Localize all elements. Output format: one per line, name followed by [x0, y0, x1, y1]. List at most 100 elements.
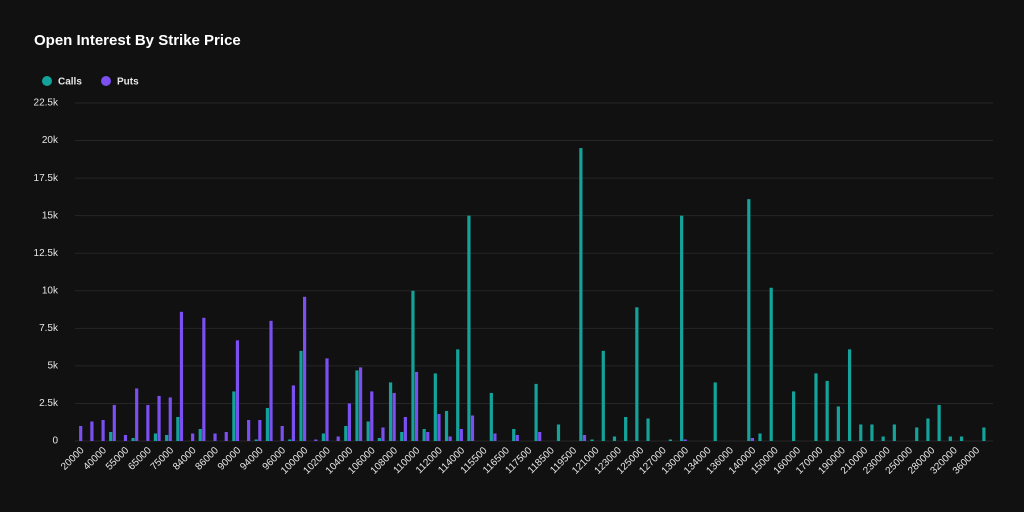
- bar: [247, 419, 251, 441]
- bar: [556, 424, 561, 441]
- y-tick-label: 17.5k: [34, 173, 59, 184]
- bar: [538, 431, 542, 441]
- bar: [165, 434, 169, 441]
- bar: [646, 418, 650, 441]
- bar: [750, 437, 755, 441]
- bar: [101, 419, 105, 441]
- bar: [299, 350, 303, 441]
- bar: [202, 317, 206, 441]
- bar: [437, 413, 441, 441]
- bar: [512, 428, 516, 441]
- bar: [392, 392, 396, 441]
- bar: [758, 433, 762, 441]
- bar: [814, 373, 818, 441]
- y-tick-label: 7.5k: [39, 323, 59, 334]
- bar: [493, 433, 497, 441]
- bar: [433, 373, 437, 441]
- bar: [90, 421, 94, 441]
- bar: [347, 403, 351, 441]
- y-tick-label: 10k: [42, 285, 59, 296]
- bar: [426, 431, 430, 441]
- bar: [131, 437, 135, 441]
- bar: [635, 307, 639, 441]
- bar: [79, 425, 83, 441]
- bar: [411, 290, 415, 441]
- bar: [403, 416, 407, 441]
- bar: [146, 404, 150, 441]
- bar: [258, 419, 262, 441]
- bar: [926, 418, 930, 441]
- bar: [470, 415, 475, 441]
- bar: [198, 428, 202, 441]
- bar: [444, 410, 449, 441]
- bar: [683, 439, 687, 441]
- bar: [870, 424, 874, 441]
- legend-swatch: [101, 76, 111, 86]
- bar: [370, 391, 374, 441]
- bar: [982, 427, 986, 441]
- bar: [191, 433, 195, 441]
- bar: [859, 424, 863, 441]
- bar: [769, 287, 773, 441]
- bar: [291, 385, 296, 441]
- bar: [321, 433, 325, 441]
- bar: [747, 199, 751, 441]
- bar: [269, 320, 273, 441]
- bar: [668, 439, 673, 441]
- bar: [314, 439, 318, 441]
- bar: [135, 388, 139, 441]
- bar: [456, 349, 460, 441]
- y-tick-label: 22.5k: [34, 98, 59, 109]
- bar: [168, 397, 172, 441]
- bar: [791, 391, 796, 441]
- bar: [881, 436, 885, 441]
- y-tick-label: 2.5k: [39, 398, 59, 409]
- bar: [448, 436, 452, 441]
- y-tick-label: 0: [52, 436, 58, 447]
- bar: [582, 434, 587, 441]
- bar: [153, 433, 158, 441]
- legend-swatch: [42, 76, 52, 86]
- bar: [467, 215, 471, 441]
- bar: [937, 404, 941, 441]
- bar: [280, 425, 284, 441]
- y-tick-label: 15k: [42, 210, 59, 221]
- bar: [377, 437, 381, 441]
- bar: [123, 434, 128, 441]
- legend-label: Calls: [58, 77, 82, 88]
- bar: [303, 296, 307, 441]
- legend-label: Puts: [117, 77, 139, 88]
- y-tick-label: 5k: [47, 361, 59, 372]
- bar: [179, 311, 184, 441]
- bar: [355, 370, 359, 441]
- bar: [336, 436, 340, 441]
- bar: [254, 439, 258, 441]
- bar: [358, 367, 363, 441]
- bar: [680, 215, 684, 441]
- bar: [713, 382, 717, 441]
- y-tick-label: 20k: [42, 135, 59, 146]
- bar: [422, 428, 426, 441]
- bar: [590, 439, 594, 441]
- bar: [112, 404, 116, 441]
- bar: [176, 416, 180, 441]
- bar: [366, 421, 370, 441]
- bar: [601, 350, 605, 441]
- bar: [109, 431, 113, 441]
- bar: [265, 407, 270, 441]
- bar: [534, 383, 538, 441]
- bar: [612, 436, 617, 441]
- bar: [235, 340, 240, 441]
- bar: [579, 148, 583, 442]
- bar: [400, 431, 404, 441]
- bar: [489, 392, 493, 441]
- bar: [459, 428, 463, 441]
- bar: [388, 382, 393, 441]
- bar: [414, 371, 419, 441]
- bar: [624, 416, 628, 441]
- bar: [959, 436, 964, 441]
- bar: [213, 433, 217, 441]
- bar: [232, 391, 236, 441]
- y-tick-label: 12.5k: [34, 248, 59, 259]
- bar: [915, 427, 919, 441]
